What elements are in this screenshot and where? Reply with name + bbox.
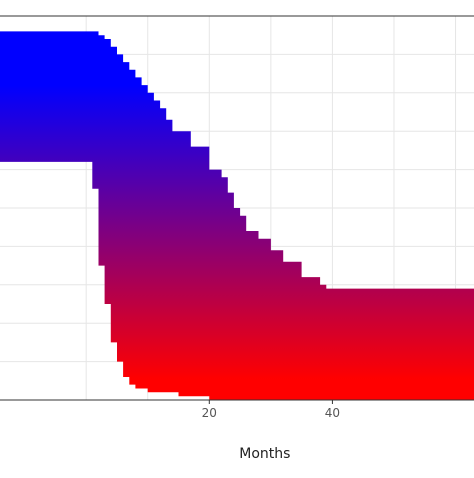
panel-frame [0,15,474,401]
band-layer [0,31,474,401]
x-axis-label: Months [239,446,290,462]
axis-layer: 20 40 [202,400,340,420]
survival-band [0,31,474,401]
x-tick-label: 20 [202,406,217,420]
x-tick-label: 40 [325,406,340,420]
grid-layer [0,16,474,400]
